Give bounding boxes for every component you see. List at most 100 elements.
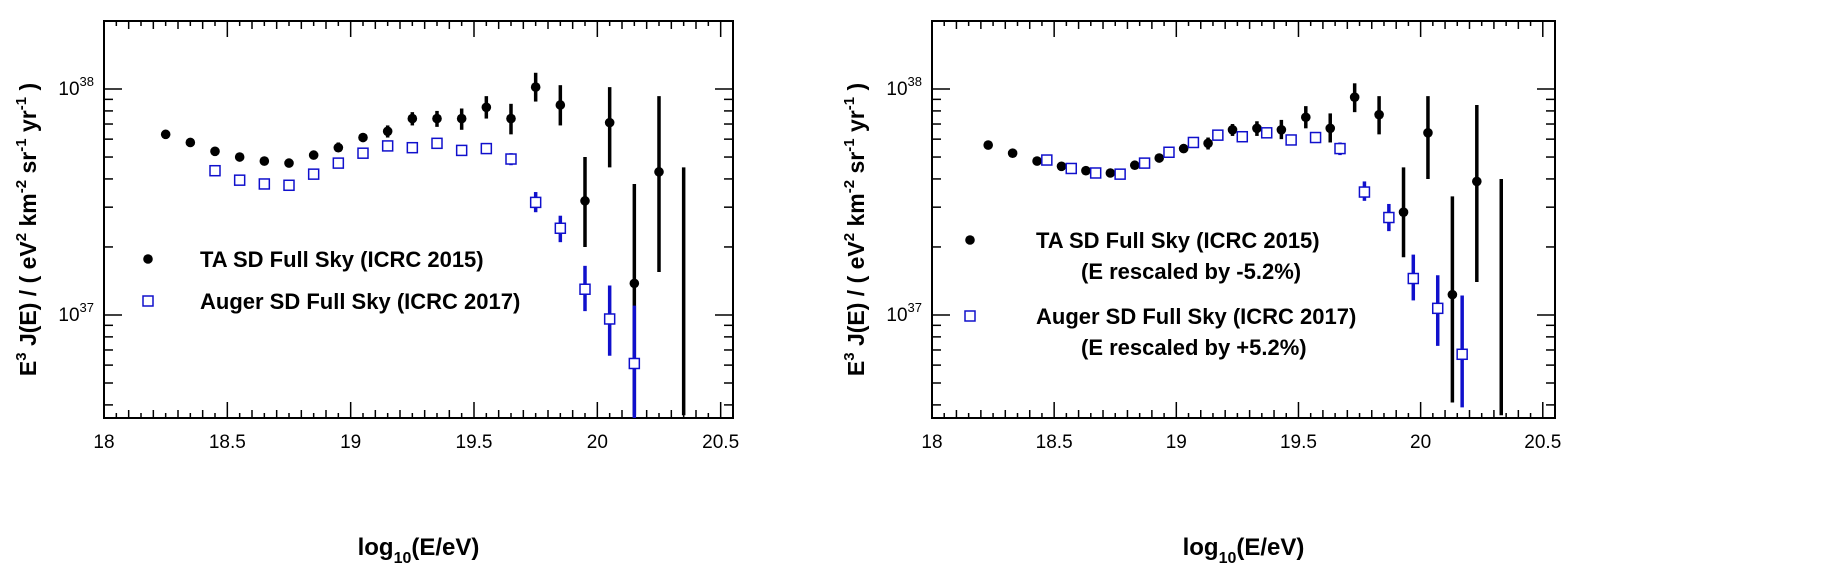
data-point bbox=[506, 113, 516, 124]
data-point bbox=[1301, 112, 1311, 123]
x-tick-label: 18.5 bbox=[1036, 432, 1073, 453]
data-point bbox=[333, 142, 344, 153]
data-point bbox=[1423, 128, 1433, 138]
data-point bbox=[481, 102, 492, 113]
y-tick-label: 1037 bbox=[886, 300, 922, 326]
legend-label: Auger SD Full Sky (ICRC 2017) bbox=[1036, 304, 1356, 329]
x-tick-label: 20.5 bbox=[702, 432, 739, 453]
legend-marker bbox=[143, 254, 153, 264]
data-point bbox=[1007, 148, 1018, 158]
data-point bbox=[308, 150, 319, 160]
data-point bbox=[1431, 302, 1444, 315]
x-tick-label: 19 bbox=[340, 432, 361, 453]
series-ta bbox=[983, 83, 1504, 416]
data-point bbox=[1456, 348, 1468, 361]
x-tick-label: 19.5 bbox=[456, 432, 493, 453]
data-point bbox=[456, 113, 467, 124]
plot-frame bbox=[103, 20, 734, 419]
data-point bbox=[1212, 129, 1224, 141]
data-point bbox=[283, 179, 295, 192]
data-point bbox=[455, 144, 468, 157]
data-point bbox=[555, 100, 566, 110]
data-point bbox=[1349, 92, 1360, 103]
legend-marker bbox=[965, 235, 975, 245]
series-ta bbox=[160, 72, 686, 416]
series-auger bbox=[1041, 127, 1468, 408]
x-tick-label: 18.5 bbox=[209, 432, 246, 453]
data-point bbox=[1163, 146, 1175, 159]
data-point bbox=[604, 117, 615, 128]
data-point bbox=[284, 158, 294, 168]
data-point bbox=[1358, 186, 1371, 198]
data-point bbox=[382, 126, 393, 137]
data-point bbox=[185, 137, 196, 148]
data-point bbox=[603, 313, 616, 325]
data-point bbox=[1407, 272, 1420, 285]
data-point bbox=[1325, 123, 1336, 134]
x-tick-label: 18 bbox=[921, 432, 942, 453]
data-point bbox=[654, 167, 664, 177]
data-point bbox=[1114, 168, 1126, 180]
data-point bbox=[1154, 153, 1165, 163]
legend: TA SD Full Sky (ICRC 2015) (E rescaled by… bbox=[964, 228, 1356, 360]
legend-label: (E rescaled by +5.2%) bbox=[1081, 335, 1307, 360]
data-point bbox=[432, 113, 442, 124]
data-point bbox=[1236, 130, 1249, 143]
chart-panel-1: 18 18.5 19 19.5 20 20.5 1037 1038 log10(E/eV) E3 … bbox=[13, 20, 739, 567]
legend-label: TA SD Full Sky (ICRC 2015) bbox=[200, 247, 484, 272]
data-point bbox=[1138, 157, 1151, 169]
y-tick-label: 1038 bbox=[886, 74, 922, 100]
data-point bbox=[1309, 131, 1322, 144]
data-point bbox=[160, 129, 171, 140]
data-point bbox=[1383, 211, 1395, 224]
legend: TA SD Full Sky (ICRC 2015) Auger SD Full … bbox=[142, 247, 520, 314]
data-point bbox=[554, 222, 567, 235]
x-tick-label: 20 bbox=[587, 432, 608, 453]
data-point bbox=[628, 357, 641, 370]
y-axis-title: E3 J(E) / ( eV2 km-2 sr-1 yr-1 ) bbox=[841, 83, 869, 376]
chart-panel-2: 18 18.5 19 19.5 20 20.5 1037 1038 log10(E/eV) E3 … bbox=[841, 20, 1561, 567]
data-point bbox=[505, 153, 517, 165]
data-point bbox=[1203, 138, 1213, 149]
x-tick-label: 18 bbox=[93, 432, 114, 453]
legend-label: Auger SD Full Sky (ICRC 2017) bbox=[200, 289, 520, 314]
data-point bbox=[332, 157, 345, 169]
data-point bbox=[1276, 124, 1287, 135]
data-point bbox=[1105, 168, 1116, 178]
data-point bbox=[357, 147, 369, 159]
data-point bbox=[210, 146, 220, 157]
data-point bbox=[1227, 124, 1238, 135]
x-axis-title: log10(E/eV) bbox=[358, 534, 480, 567]
data-point bbox=[358, 132, 368, 143]
data-point bbox=[1472, 176, 1482, 187]
x-tick-label: 20.5 bbox=[1524, 432, 1561, 453]
x-tick-label: 20 bbox=[1410, 432, 1431, 453]
legend-marker bbox=[142, 295, 154, 307]
data-point bbox=[381, 140, 394, 152]
data-point bbox=[530, 82, 541, 92]
data-point bbox=[1447, 289, 1458, 300]
data-point bbox=[629, 278, 640, 289]
data-point bbox=[580, 196, 590, 206]
data-point bbox=[209, 164, 221, 177]
data-point bbox=[431, 137, 443, 150]
legend-marker bbox=[964, 310, 976, 322]
plot-frame bbox=[931, 20, 1556, 419]
legend-label: TA SD Full Sky (ICRC 2015) bbox=[1036, 228, 1320, 253]
data-point bbox=[579, 283, 591, 295]
data-point bbox=[1374, 109, 1384, 120]
data-point bbox=[480, 142, 493, 155]
data-point bbox=[259, 156, 270, 166]
data-point bbox=[1252, 123, 1262, 134]
y-tick-label: 1038 bbox=[58, 74, 94, 100]
data-point bbox=[1129, 160, 1140, 171]
data-point bbox=[1056, 161, 1067, 172]
data-point bbox=[258, 178, 271, 190]
data-point bbox=[407, 113, 418, 124]
data-point bbox=[1260, 127, 1273, 139]
y-axis-title: E3 J(E) / ( eV2 km-2 sr-1 yr-1 ) bbox=[13, 83, 41, 376]
data-point bbox=[1178, 143, 1189, 154]
x-tick-label: 19.5 bbox=[1280, 432, 1317, 453]
